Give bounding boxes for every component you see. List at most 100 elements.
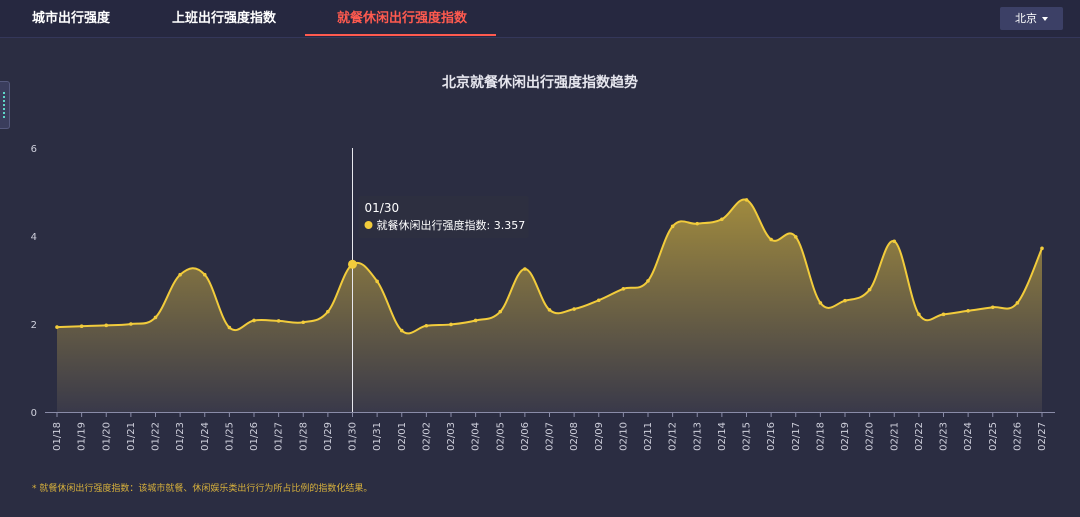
x-tick-label: 02/27 — [1037, 422, 1048, 451]
x-tick-label: 02/24 — [963, 422, 974, 451]
data-point[interactable] — [523, 267, 527, 271]
x-tick-label: 01/25 — [224, 422, 235, 451]
data-point[interactable] — [793, 235, 798, 239]
data-point[interactable] — [572, 307, 576, 311]
tab-city-travel-intensity[interactable]: 城市出行强度 — [32, 11, 111, 26]
data-point[interactable] — [498, 309, 503, 314]
active-tab-indicator — [305, 34, 496, 36]
data-point[interactable] — [348, 259, 357, 269]
x-tick-label: 01/28 — [298, 422, 309, 451]
data-point[interactable] — [252, 318, 256, 323]
x-tick-label: 02/09 — [594, 422, 605, 451]
data-point[interactable] — [399, 328, 404, 333]
tooltip: 01/30 就餐休闲出行强度指数: 3.357 — [358, 196, 529, 238]
y-tick-label: 4 — [31, 232, 37, 243]
x-tick-label: 01/24 — [200, 422, 211, 451]
data-point[interactable] — [547, 308, 552, 312]
data-point[interactable] — [1015, 301, 1020, 305]
tab-dining-leisure-index[interactable]: 就餐休闲出行强度指数 — [337, 11, 468, 26]
x-tick-label: 01/20 — [101, 422, 112, 451]
data-point[interactable] — [646, 279, 650, 283]
city-select[interactable]: 北京 — [1000, 7, 1063, 30]
x-tick-label: 01/29 — [323, 422, 334, 451]
data-point[interactable] — [818, 301, 823, 305]
x-tick-label: 02/06 — [520, 422, 531, 451]
x-tick-label: 02/13 — [692, 422, 703, 451]
x-tick-label: 02/08 — [569, 422, 580, 451]
x-tick-label: 02/11 — [643, 422, 654, 451]
data-point[interactable] — [843, 298, 847, 303]
x-tick-label: 02/03 — [446, 422, 457, 451]
tooltip-separator: : — [487, 219, 494, 232]
x-tick-label: 02/22 — [914, 422, 925, 451]
x-tick-label: 02/14 — [717, 422, 728, 451]
data-point[interactable] — [941, 312, 946, 317]
data-point[interactable] — [449, 322, 453, 327]
x-tick-label: 02/07 — [545, 422, 556, 451]
x-tick-label: 02/02 — [421, 422, 432, 451]
data-point[interactable] — [473, 318, 478, 323]
x-tick-label: 02/23 — [939, 422, 950, 451]
data-point[interactable] — [202, 272, 207, 277]
x-tick-label: 02/01 — [397, 422, 408, 451]
data-point[interactable] — [178, 272, 182, 277]
tooltip-series-value: 就餐休闲出行强度指数: 3.357 — [377, 218, 526, 232]
x-tick-label: 01/26 — [249, 422, 260, 451]
x-tick-label: 02/05 — [495, 422, 506, 451]
data-point[interactable] — [276, 319, 281, 323]
data-point[interactable] — [769, 237, 773, 242]
side-panel-handle[interactable] — [0, 81, 10, 129]
tooltip-series-marker — [364, 221, 373, 229]
data-point[interactable] — [990, 305, 995, 310]
x-tick-label: 02/25 — [988, 422, 999, 451]
data-point[interactable] — [55, 325, 59, 329]
grip-icon — [3, 92, 5, 118]
data-point[interactable] — [153, 315, 158, 320]
y-tick-label: 0 — [31, 408, 37, 419]
data-point[interactable] — [917, 312, 921, 317]
data-point[interactable] — [695, 221, 700, 226]
chart-title: 北京就餐休闲出行强度指数趋势 — [442, 75, 638, 91]
x-tick-label: 02/12 — [668, 422, 679, 451]
x-tick-label: 01/27 — [274, 422, 285, 451]
data-point[interactable] — [424, 323, 429, 328]
data-point[interactable] — [867, 287, 872, 292]
tooltip-date: 01/30 — [365, 201, 400, 215]
x-tick-label: 02/21 — [889, 422, 900, 451]
tab-commute-intensity-index[interactable]: 上班出行强度指数 — [172, 11, 277, 26]
data-point[interactable] — [79, 324, 84, 329]
x-tick-label: 01/31 — [372, 422, 383, 451]
tooltip-series-label: 就餐休闲出行强度指数 — [377, 218, 487, 232]
data-point[interactable] — [326, 309, 330, 314]
x-tick-label: 01/19 — [77, 422, 88, 451]
data-point[interactable] — [301, 320, 306, 325]
x-tick-label: 02/19 — [840, 422, 851, 451]
x-tick-label: 02/20 — [865, 422, 876, 451]
data-point[interactable] — [670, 224, 675, 229]
series-line — [56, 198, 1043, 335]
x-tick-label: 01/18 — [52, 422, 63, 451]
y-tick-label: 6 — [31, 144, 37, 155]
data-point[interactable] — [720, 217, 724, 222]
data-point[interactable] — [375, 279, 379, 284]
x-tick-label: 01/23 — [175, 422, 186, 451]
x-tick-label: 02/18 — [815, 422, 826, 451]
data-point[interactable] — [892, 239, 897, 244]
x-tick-label: 02/17 — [791, 422, 802, 451]
data-point[interactable] — [104, 323, 109, 328]
data-point[interactable] — [1040, 246, 1044, 251]
x-tick-label: 02/26 — [1012, 422, 1023, 451]
data-point[interactable] — [744, 198, 749, 202]
data-point[interactable] — [596, 298, 601, 303]
x-tick-label: 01/21 — [126, 422, 137, 451]
x-tick-label: 01/22 — [151, 422, 162, 451]
caret-down-icon — [1042, 17, 1048, 21]
data-point[interactable] — [621, 287, 626, 291]
data-point[interactable] — [966, 309, 970, 313]
data-point[interactable] — [227, 325, 232, 330]
city-select-value: 北京 — [1015, 12, 1037, 25]
tooltip-value: 3.357 — [494, 219, 526, 232]
footnote: * 就餐休闲出行强度指数：该城市就餐、休闲娱乐类出行行为所占比例的指数化结果。 — [32, 484, 373, 494]
data-point[interactable] — [129, 322, 133, 326]
